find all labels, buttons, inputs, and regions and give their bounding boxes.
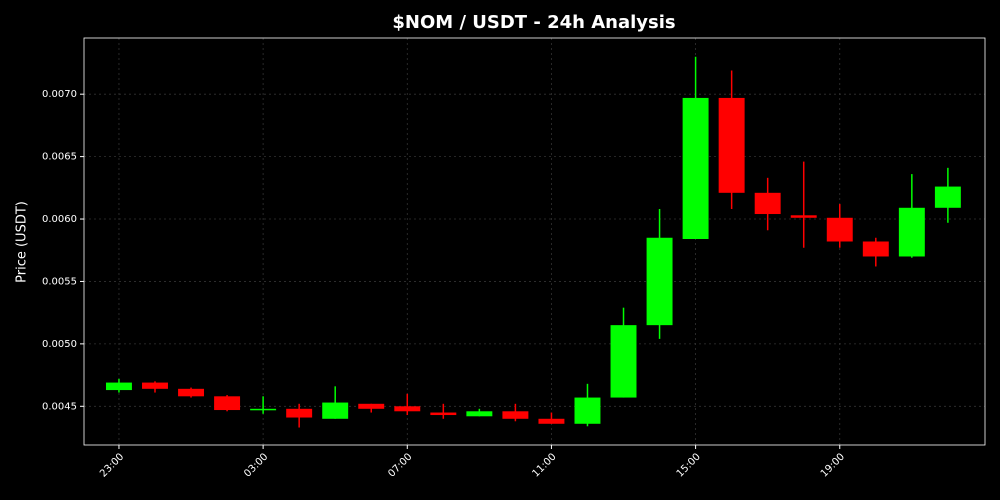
candle-body — [430, 412, 457, 416]
candle-body — [898, 207, 925, 257]
candle-body — [502, 411, 529, 419]
candle-body — [610, 325, 637, 398]
candle-body — [646, 237, 673, 326]
candle-body — [934, 186, 961, 208]
candle-body — [826, 217, 853, 242]
y-tick-label: 0.0070 — [42, 89, 77, 100]
y-axis-label: Price (USDT) — [15, 201, 30, 283]
candle-body — [466, 411, 493, 417]
y-tick-label: 0.0055 — [42, 276, 77, 287]
y-tick-label: 0.0050 — [42, 339, 77, 350]
candle-body — [682, 97, 709, 240]
candle-body — [322, 402, 349, 419]
candle-body — [574, 397, 601, 424]
candle-body — [358, 403, 385, 409]
candle-body — [142, 382, 168, 389]
y-tick-label: 0.0045 — [42, 401, 77, 412]
candle-body — [105, 382, 132, 391]
chart-title: $NOM / USDT - 24h Analysis — [392, 12, 675, 33]
candle-body — [754, 192, 781, 215]
candle-body — [286, 408, 313, 418]
candle-body — [862, 241, 889, 257]
y-tick-label: 0.0065 — [42, 152, 77, 163]
plot-frame — [83, 37, 986, 446]
candle-body — [250, 408, 277, 411]
candle-body — [718, 97, 745, 193]
y-tick-label: 0.0060 — [42, 214, 77, 225]
candle-body — [790, 215, 817, 218]
candle-body — [538, 418, 565, 424]
candle-body — [178, 388, 205, 397]
candle-body — [394, 406, 421, 412]
candle-body — [214, 396, 241, 411]
